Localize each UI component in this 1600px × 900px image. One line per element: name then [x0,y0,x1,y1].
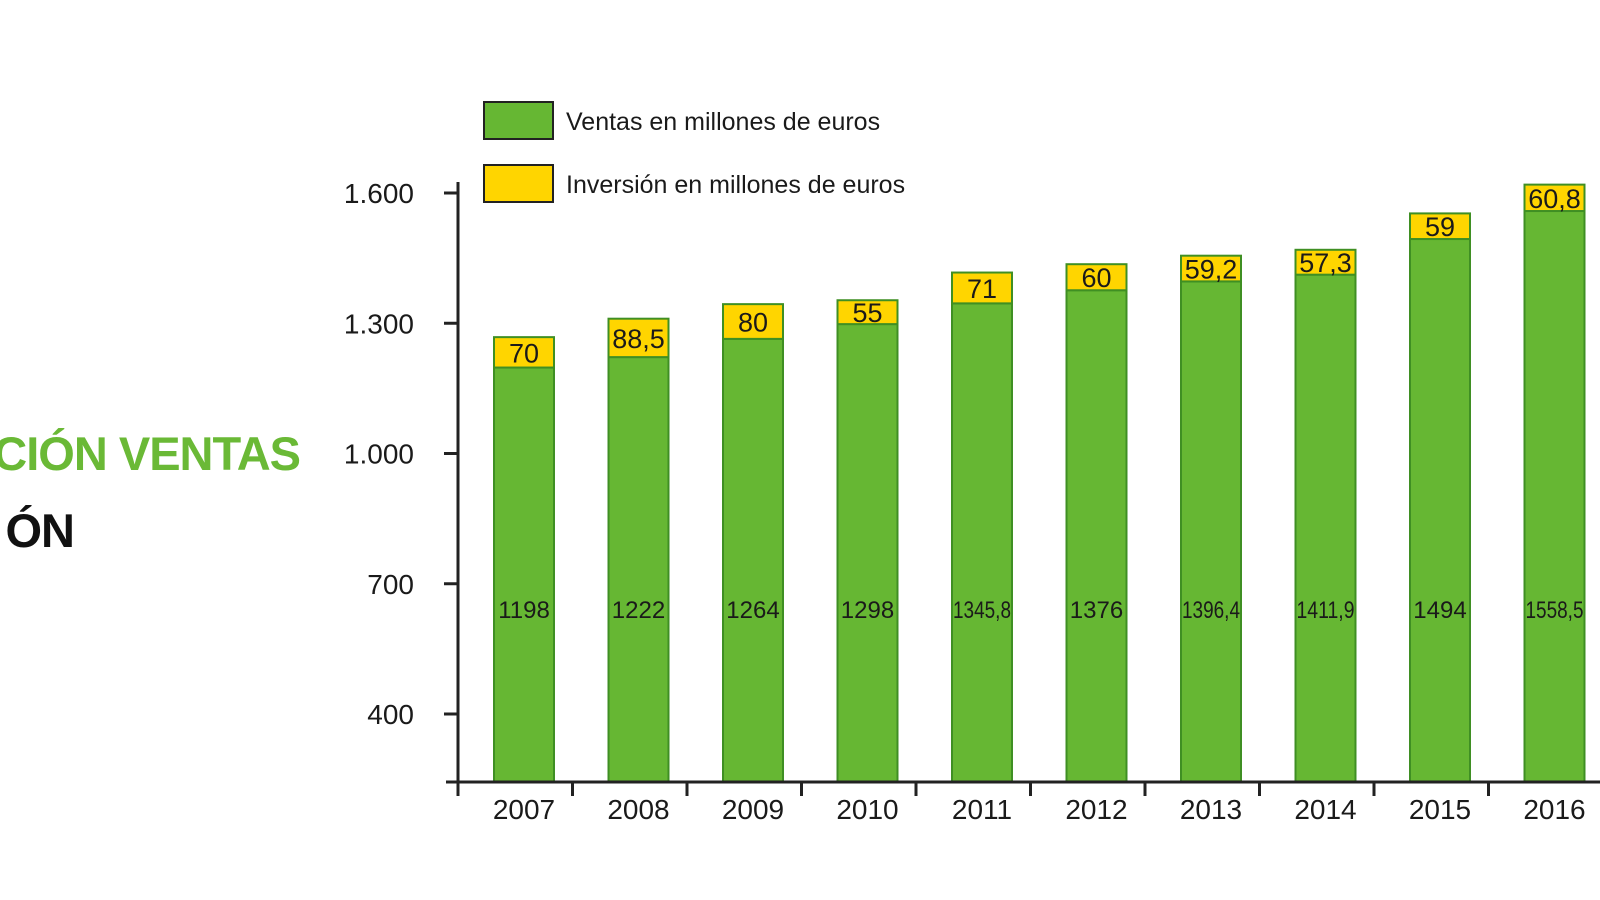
chart-title-line-2: ÓN [5,504,75,557]
data-label-inversion: 71 [967,274,997,304]
data-label-ventas: 1198 [498,597,550,624]
x-tick-label: 2015 [1409,794,1471,825]
data-label-inversion: 55 [852,298,882,328]
bar-ventas [1409,238,1471,783]
x-tick-label: 2011 [952,794,1012,825]
x-axis: 2007 2008 2009 2010 2011 2012 2013 2014 2015 2016 [446,780,1600,825]
data-label-ventas: 1494 [1413,597,1466,624]
bar-ventas [1523,210,1586,783]
x-tick-label: 2007 [493,794,555,825]
x-tick-label: 2014 [1294,794,1356,825]
data-label-ventas: 1222 [612,597,665,624]
y-tick-label: 400 [367,699,414,730]
data-label-inversion: 80 [738,308,768,338]
data-label-ventas: 1264 [726,597,779,624]
data-label-inversion: 57,3 [1299,248,1352,278]
bar-ventas [1065,289,1128,783]
data-label-ventas: 1396,4 [1182,597,1240,624]
bars: 1198 70 1222 88,5 1264 80 1298 55 1345,8 71 1376 60… [493,183,1586,783]
x-tick-label: 2008 [607,794,669,825]
bar-inversion [722,303,784,340]
data-label-inversion: 59,2 [1185,255,1238,285]
bar-inversion [493,336,555,369]
bar-ventas [951,302,1013,783]
legend: Ventas en millones de euros Inversión en … [483,101,905,203]
x-tick-label: 2009 [722,794,784,825]
bar-ventas [1294,273,1357,783]
data-label-ventas: 1376 [1070,597,1123,624]
y-tick-label: 1.300 [344,308,414,339]
bar-inversion [951,271,1013,305]
chart-title-line-1: CIÓN VENTAS [0,427,301,480]
legend-swatch [483,164,554,203]
bar-inversion [1409,212,1471,241]
data-label-inversion: 60 [1081,263,1111,293]
data-label-inversion: 60,8 [1528,184,1581,214]
bar-ventas [1180,280,1242,783]
data-label-inversion: 59 [1425,212,1455,242]
bar-ventas [836,323,899,783]
legend-swatch [483,101,554,140]
x-tick-label: 2010 [836,794,898,825]
x-tick-label: 2016 [1523,794,1585,825]
bar-inversion [1065,263,1128,292]
bar-inversion [607,317,670,359]
bar-inversion [836,299,899,326]
bar-ventas [493,366,555,783]
data-label-ventas: 1345,8 [953,597,1011,624]
bar-ventas [722,337,784,783]
data-label-ventas: 1558,5 [1526,597,1584,624]
chart-title: CIÓN VENTAS ÓN [0,0,330,900]
legend-label: Ventas en millones de euros [566,108,880,136]
data-label-inversion: 88,5 [612,324,665,354]
bar-inversion [1180,254,1242,283]
y-tick-label: 700 [367,569,414,600]
x-tick-label: 2013 [1180,794,1242,825]
y-tick-label: 1.600 [344,178,414,209]
bar-ventas [607,356,670,783]
data-label-inversion: 70 [509,338,539,368]
bar-inversion [1294,248,1357,276]
data-label-ventas: 1298 [841,597,894,624]
y-axis: 400 700 1.000 1.300 1.600 [344,178,460,782]
legend-label: Inversión en millones de euros [566,171,905,199]
x-tick-label: 2012 [1065,794,1127,825]
bar-inversion [1523,183,1586,213]
y-tick-label: 1.000 [344,439,414,470]
data-label-ventas: 1411,9 [1297,597,1355,624]
